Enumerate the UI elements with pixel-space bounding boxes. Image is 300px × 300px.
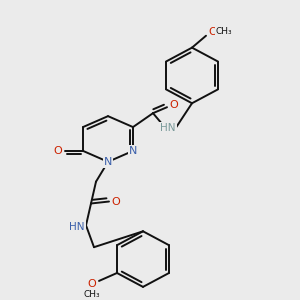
Text: O: O (88, 279, 96, 289)
Text: N: N (129, 146, 137, 156)
Text: O: O (169, 100, 178, 110)
Text: O: O (208, 27, 217, 37)
Text: HN: HN (69, 222, 85, 232)
Text: HN: HN (160, 123, 176, 133)
Text: O: O (54, 146, 62, 156)
Text: CH₃: CH₃ (84, 290, 100, 299)
Text: O: O (112, 196, 120, 206)
Text: N: N (104, 157, 112, 167)
Text: CH₃: CH₃ (216, 27, 232, 36)
